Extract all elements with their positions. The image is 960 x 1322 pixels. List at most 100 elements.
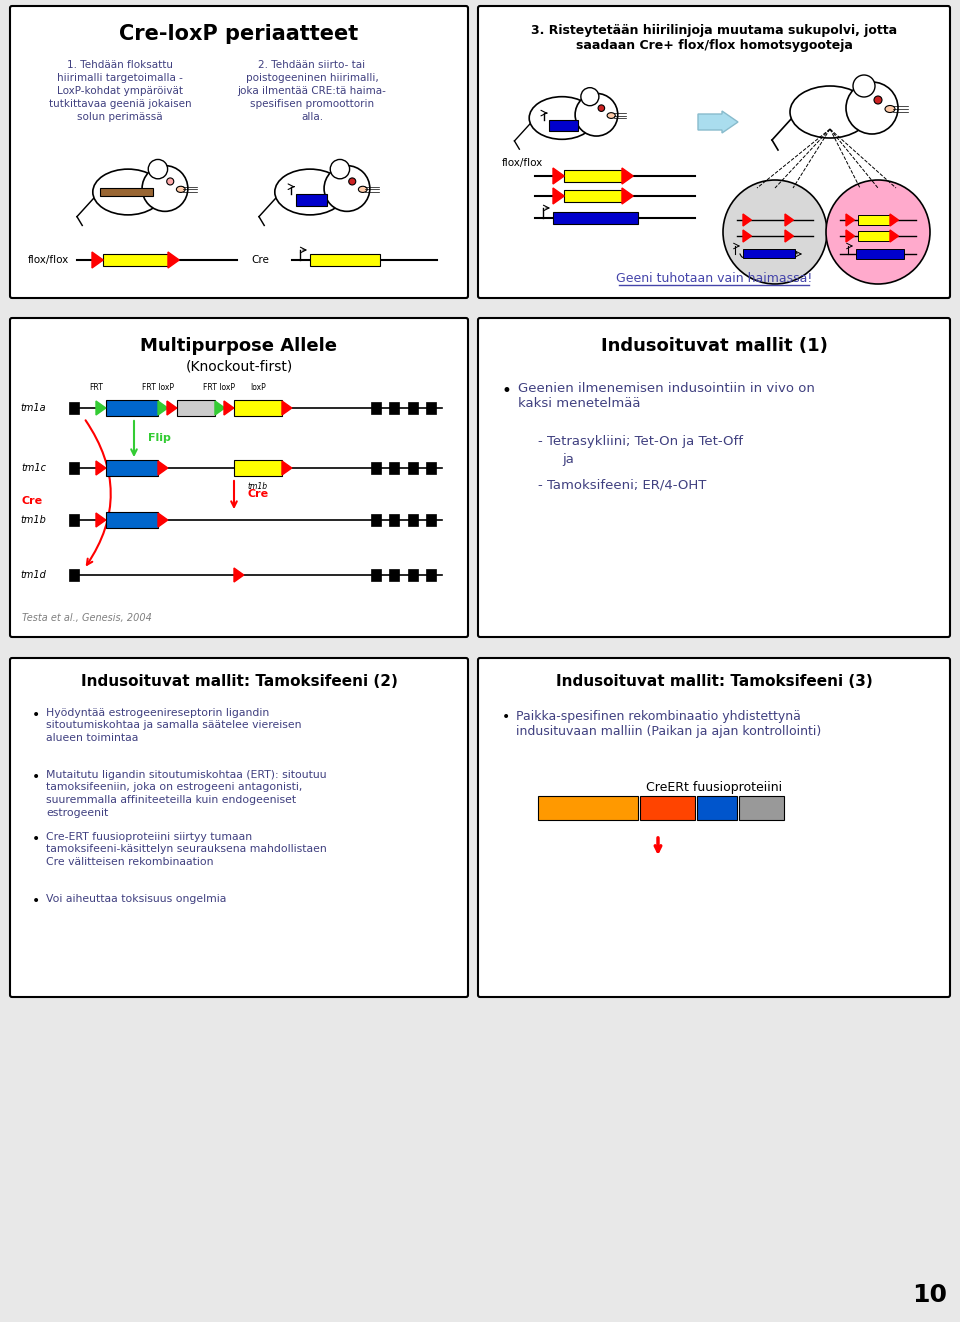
- Polygon shape: [553, 168, 564, 184]
- Polygon shape: [743, 214, 752, 226]
- Text: neo: neo: [187, 403, 204, 412]
- Bar: [106, 512, 158, 527]
- Bar: [739, 796, 784, 820]
- Text: Cre: Cre: [21, 497, 42, 506]
- Circle shape: [142, 165, 188, 212]
- Bar: [743, 249, 795, 258]
- Text: ja: ja: [562, 453, 574, 465]
- Text: Indusoituvat mallit: Tamoksifeeni (3): Indusoituvat mallit: Tamoksifeeni (3): [556, 674, 873, 690]
- Bar: [103, 254, 168, 266]
- Circle shape: [148, 160, 168, 178]
- Text: tm1b: tm1b: [248, 483, 268, 490]
- Text: alla.: alla.: [300, 112, 324, 122]
- Text: Mutaitutu ligandin sitoutumiskohtaa (ERT): sitoutuu: Mutaitutu ligandin sitoutumiskohtaa (ERT…: [46, 769, 326, 780]
- Text: Cre-loxP periaatteet: Cre-loxP periaatteet: [119, 24, 359, 44]
- Text: 3. Risteytetään hiirilinjoja muutama sukupolvi, jotta: 3. Risteytetään hiirilinjoja muutama suk…: [531, 24, 897, 37]
- Text: •: •: [502, 382, 512, 401]
- Circle shape: [167, 178, 174, 185]
- Bar: [69, 568, 79, 580]
- Circle shape: [874, 97, 882, 104]
- Text: 1. Tehdään floksattu: 1. Tehdään floksattu: [67, 59, 173, 70]
- Bar: [858, 215, 890, 225]
- Polygon shape: [96, 401, 106, 415]
- Text: 10: 10: [913, 1282, 948, 1307]
- Bar: [408, 568, 418, 580]
- Bar: [549, 119, 578, 131]
- Text: •: •: [32, 894, 40, 908]
- Text: CreERt fuusioproteiini: CreERt fuusioproteiini: [646, 781, 782, 795]
- Bar: [389, 568, 399, 580]
- Text: (Knockout-first): (Knockout-first): [185, 360, 293, 373]
- Text: - Tetrasykliini; Tet-On ja Tet-Off: - Tetrasykliini; Tet-On ja Tet-Off: [538, 435, 743, 448]
- Bar: [234, 460, 282, 476]
- Bar: [426, 461, 436, 475]
- Polygon shape: [96, 513, 106, 527]
- Bar: [100, 189, 153, 196]
- Circle shape: [575, 94, 618, 136]
- FancyArrow shape: [698, 111, 738, 134]
- FancyBboxPatch shape: [10, 658, 468, 997]
- Polygon shape: [158, 461, 168, 475]
- Polygon shape: [846, 230, 854, 242]
- Text: Flip: Flip: [148, 434, 171, 443]
- Ellipse shape: [177, 186, 185, 193]
- Text: poistogeeninen hiirimalli,: poistogeeninen hiirimalli,: [246, 73, 378, 83]
- Text: Multipurpose Allele: Multipurpose Allele: [140, 337, 338, 356]
- Text: Hyödyntää estrogeenireseptorin ligandin: Hyödyntää estrogeenireseptorin ligandin: [46, 709, 269, 718]
- Bar: [371, 514, 381, 526]
- FancyBboxPatch shape: [10, 7, 468, 297]
- Polygon shape: [282, 461, 292, 475]
- Circle shape: [581, 87, 599, 106]
- Polygon shape: [92, 253, 104, 268]
- Bar: [408, 514, 418, 526]
- Circle shape: [853, 75, 875, 97]
- Text: hiirimalli targetoimalla -: hiirimalli targetoimalla -: [57, 73, 183, 83]
- Text: Cre välitteisen rekombinaation: Cre välitteisen rekombinaation: [46, 857, 213, 867]
- Bar: [564, 190, 622, 202]
- Polygon shape: [743, 230, 752, 242]
- Text: tm1b: tm1b: [20, 516, 46, 525]
- Ellipse shape: [885, 106, 895, 112]
- Text: Cre-ERT fuusioproteiini siirtyy tumaan: Cre-ERT fuusioproteiini siirtyy tumaan: [46, 832, 252, 842]
- Text: tutkittavaa geeniä jokaisen: tutkittavaa geeniä jokaisen: [49, 99, 191, 108]
- Bar: [856, 249, 904, 259]
- Text: loxP: loxP: [251, 383, 266, 393]
- Polygon shape: [167, 401, 177, 415]
- Bar: [389, 461, 399, 475]
- Text: suuremmalla affiniteeteilla kuin endogeeniset: suuremmalla affiniteeteilla kuin endogee…: [46, 795, 296, 805]
- Polygon shape: [282, 401, 292, 415]
- Text: Geeni tuhotaan vain haimassa!: Geeni tuhotaan vain haimassa!: [615, 271, 812, 284]
- Polygon shape: [215, 401, 225, 415]
- Ellipse shape: [93, 169, 163, 215]
- Bar: [553, 212, 638, 223]
- Text: flox/flox: flox/flox: [28, 255, 69, 264]
- Text: ER: ER: [711, 804, 723, 813]
- Text: •: •: [502, 710, 511, 724]
- Text: solun perimässä: solun perimässä: [77, 112, 163, 122]
- Bar: [564, 171, 622, 182]
- Ellipse shape: [607, 112, 615, 119]
- Bar: [640, 796, 695, 820]
- Text: •: •: [32, 832, 40, 846]
- Text: Cre: Cre: [248, 489, 269, 498]
- Text: lacZ: lacZ: [121, 464, 143, 472]
- Text: PolyA: PolyA: [749, 804, 774, 813]
- Text: estrogeenit: estrogeenit: [46, 808, 108, 817]
- Polygon shape: [890, 230, 899, 242]
- Text: •: •: [32, 769, 40, 784]
- Text: LoxP-kohdat ympäröivät: LoxP-kohdat ympäröivät: [57, 86, 183, 97]
- Bar: [296, 194, 326, 206]
- Polygon shape: [224, 401, 234, 415]
- Bar: [426, 568, 436, 580]
- Polygon shape: [890, 214, 899, 226]
- Bar: [69, 461, 79, 475]
- Bar: [858, 231, 890, 241]
- Text: tamoksifeeniin, joka on estrogeeni antagonisti,: tamoksifeeniin, joka on estrogeeni antag…: [46, 783, 302, 792]
- Ellipse shape: [529, 97, 595, 139]
- Text: Cre: Cre: [252, 255, 269, 264]
- Bar: [389, 514, 399, 526]
- Polygon shape: [96, 461, 106, 475]
- Text: Indusoituvat mallit (1): Indusoituvat mallit (1): [601, 337, 828, 356]
- Text: flox/flox: flox/flox: [502, 159, 543, 168]
- Text: lacZ: lacZ: [121, 516, 143, 525]
